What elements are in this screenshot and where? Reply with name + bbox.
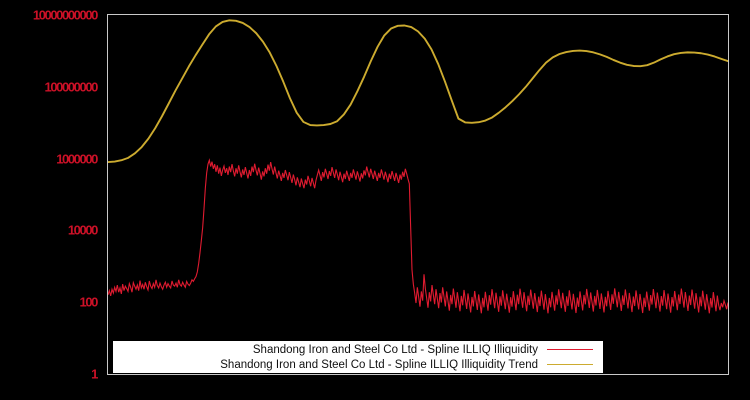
legend: Shandong Iron and Steel Co Ltd - Spline … — [113, 341, 603, 373]
y-tick-label: 100 — [79, 294, 99, 310]
legend-swatch-icon — [547, 364, 593, 365]
series-line-illiquidity — [108, 160, 728, 313]
y-axis: 10000000000 100000000 1000000 10000 100 … — [0, 0, 107, 400]
series-line-trend — [108, 20, 728, 162]
legend-label: Shandong Iron and Steel Co Ltd - Spline … — [220, 358, 538, 371]
legend-label: Shandong Iron and Steel Co Ltd - Spline … — [252, 343, 538, 356]
series-canvas — [108, 15, 728, 374]
y-tick-label: 10000 — [67, 222, 99, 238]
y-tick-label: 100000000 — [44, 79, 99, 95]
y-tick-label: 1 — [91, 366, 98, 382]
y-tick-label: 1000000 — [56, 151, 98, 167]
legend-swatch-icon — [547, 349, 593, 350]
legend-item-trend: Shandong Iron and Steel Co Ltd - Spline … — [113, 357, 597, 372]
y-tick-label: 10000000000 — [32, 7, 99, 23]
legend-item-illiquidity: Shandong Iron and Steel Co Ltd - Spline … — [113, 342, 597, 357]
plot-area — [107, 14, 729, 375]
